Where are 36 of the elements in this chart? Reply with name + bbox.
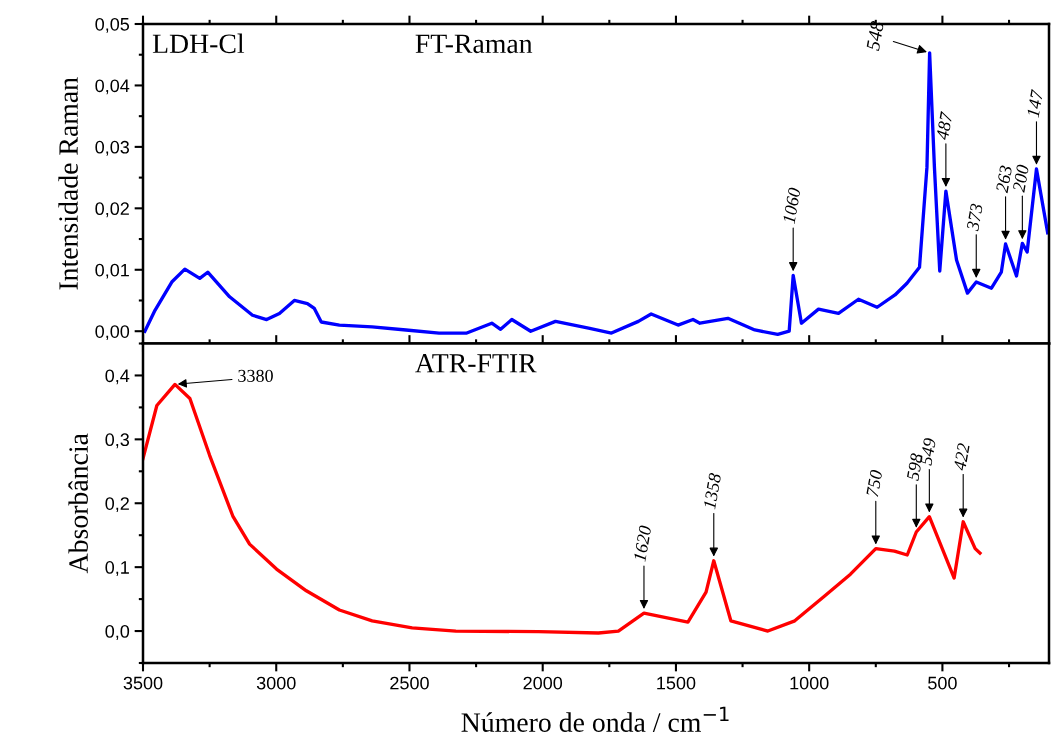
annotation: 487 bbox=[935, 111, 953, 141]
y-tick-label: 0,01 bbox=[95, 263, 129, 279]
annotation: 1358 bbox=[703, 472, 722, 510]
y-tick-label: 0,04 bbox=[95, 79, 130, 95]
y-tick-label: 0,4 bbox=[105, 369, 130, 385]
x-tick-label: 1500 bbox=[657, 676, 696, 690]
annotation: 373 bbox=[966, 203, 983, 232]
annotation: LDH-Cl bbox=[152, 33, 245, 54]
annotation: 147 bbox=[1026, 88, 1044, 118]
y-tick-label: 0,02 bbox=[95, 202, 129, 218]
annotation: 1060 bbox=[782, 187, 801, 225]
y-tick-label: 0,0 bbox=[105, 624, 130, 640]
y-tick-label: 0,05 bbox=[95, 17, 130, 33]
y-tick-label: 0,3 bbox=[105, 433, 130, 449]
x-tick-label: 500 bbox=[928, 676, 957, 690]
x-axis-title: Número de onda / cm$^{−1}$ bbox=[461, 706, 729, 732]
annotation: FT-Raman bbox=[415, 34, 533, 54]
line-series bbox=[143, 382, 982, 635]
y-axis-title: Intensidade Raman bbox=[58, 77, 78, 290]
y-tick-label: 0,03 bbox=[95, 140, 130, 156]
annotation: 750 bbox=[866, 469, 883, 497]
annotation: ATR-FTIR bbox=[415, 354, 537, 373]
x-tick-label: 3500 bbox=[123, 676, 163, 690]
annotation: 200 bbox=[1012, 164, 1030, 193]
y-tick-label: 0,00 bbox=[95, 325, 130, 341]
x-tick-label: 3000 bbox=[256, 676, 296, 690]
x-tick-label: 2000 bbox=[523, 676, 563, 690]
annotation: 1620 bbox=[633, 525, 652, 562]
y-tick-label: 0,2 bbox=[105, 497, 129, 513]
y-tick-label: 0,1 bbox=[105, 561, 129, 576]
annotation: 3380 bbox=[238, 369, 273, 382]
x-tick-label: 1000 bbox=[790, 676, 829, 690]
annotation: 263 bbox=[995, 165, 1013, 194]
y-axis-title: Absorbância bbox=[68, 433, 88, 574]
annotation: 422 bbox=[953, 442, 970, 472]
x-tick-label: 2500 bbox=[390, 676, 429, 690]
